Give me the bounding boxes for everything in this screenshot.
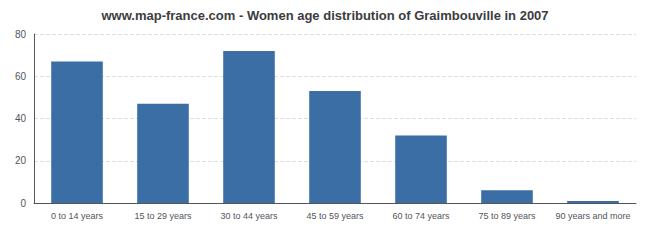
svg-text:30 to 44 years: 30 to 44 years (220, 211, 278, 221)
svg-text:0 to 14 years: 0 to 14 years (51, 211, 104, 221)
svg-text:60 to 74 years: 60 to 74 years (392, 211, 450, 221)
svg-text:60: 60 (15, 71, 27, 82)
svg-text:40: 40 (15, 113, 27, 124)
svg-text:20: 20 (15, 155, 27, 166)
svg-text:0: 0 (20, 198, 26, 209)
svg-text:75 to 89 years: 75 to 89 years (478, 211, 536, 221)
svg-text:80: 80 (15, 29, 27, 40)
svg-text:45 to 59 years: 45 to 59 years (306, 211, 364, 221)
svg-text:15 to 29 years: 15 to 29 years (134, 211, 192, 221)
svg-text:www.map-france.com - Women age: www.map-france.com - Women age distribut… (100, 8, 548, 23)
svg-text:90 years and more: 90 years and more (555, 211, 630, 221)
